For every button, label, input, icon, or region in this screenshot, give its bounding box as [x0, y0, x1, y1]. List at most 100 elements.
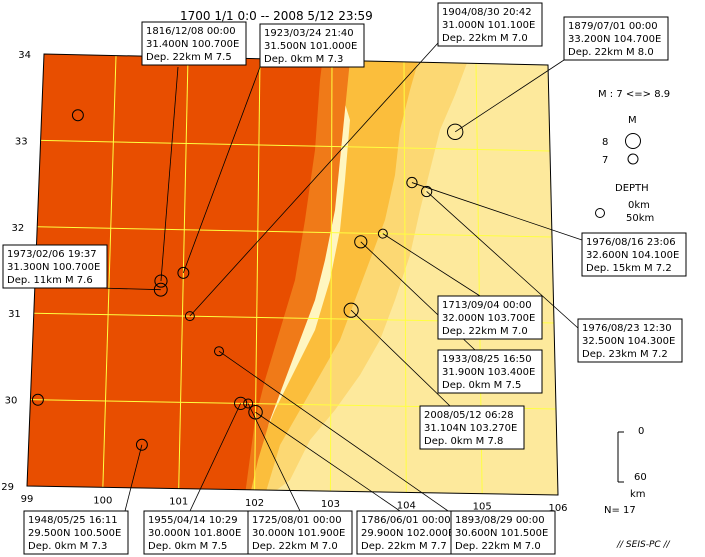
event-label-line: 31.900N 103.400E	[442, 367, 535, 378]
leader-line	[124, 444, 143, 512]
event-label-line: Dep. 22km M 8.0	[568, 47, 654, 58]
earthquake-marker[interactable]	[377, 228, 388, 239]
scale-0-label: 0	[638, 426, 644, 437]
event-label-line: Dep. 11km M 7.6	[7, 275, 93, 286]
lon-tick-label: 105	[473, 502, 492, 513]
leader-line	[189, 403, 242, 512]
event-label-line: 1933/08/25 16:50	[442, 354, 532, 365]
earthquake-marker[interactable]	[446, 123, 464, 141]
leader-line	[160, 66, 179, 282]
event-label-line: 1893/08/29 00:00	[455, 515, 545, 526]
leader-line	[255, 411, 401, 512]
lon-tick-label: 101	[169, 497, 188, 508]
earthquake-markers	[31, 109, 464, 451]
event-label-line: Dep. 22km M 7.0	[252, 541, 338, 552]
leader-lines	[98, 42, 583, 514]
leader-line	[382, 233, 481, 297]
earthquake-marker[interactable]	[71, 109, 84, 122]
event-label-line: Dep. 22km M 7.7	[361, 541, 447, 552]
leader-line	[426, 191, 579, 329]
earthquake-marker[interactable]	[243, 398, 254, 409]
lon-tick-label: 102	[245, 498, 264, 509]
depth-50-label: 50km	[626, 213, 654, 224]
lat-tick-label: 31	[8, 309, 21, 320]
event-label-line: Dep. 22km M 7.0	[455, 541, 541, 552]
earthquake-marker[interactable]	[177, 266, 190, 279]
event-label-line: 1955/04/14 10:29	[148, 515, 238, 526]
event-label-line: 29.500N 100.500E	[28, 528, 121, 539]
mag-8-circle	[625, 133, 641, 149]
lat-tick-label: 29	[1, 482, 14, 493]
earthquake-marker[interactable]	[184, 311, 195, 322]
grid-line-lon	[329, 60, 333, 492]
grid-line-lat	[37, 226, 553, 238]
lon-tick-label: 99	[21, 494, 34, 505]
lat-tick-label: 30	[5, 396, 18, 407]
earthquake-marker[interactable]	[234, 396, 248, 410]
lon-tick-label: 100	[93, 495, 112, 506]
event-label-line: 1786/06/01 00:00	[361, 515, 451, 526]
legend: M : 7 <=> 8.9 M 8 7 DEPTH 0km 50km 0 60 …	[595, 89, 670, 516]
leader-line	[350, 309, 451, 407]
event-label-line: 1948/05/25 16:11	[28, 515, 118, 526]
lon-tick-label: 104	[397, 500, 416, 511]
event-label-line: Dep. 22km M 7.5	[146, 52, 232, 63]
event-label-line: 1725/08/01 00:00	[252, 515, 342, 526]
event-label-box	[437, 295, 543, 340]
map-border	[26, 53, 559, 496]
earthquake-marker[interactable]	[135, 438, 148, 451]
leader-line	[182, 66, 261, 273]
seis-pc-credit: // SEIS-PC //	[616, 540, 671, 550]
event-label-line: 33.200N 104.700E	[568, 34, 661, 45]
leader-line	[98, 287, 161, 291]
grid-line-lat	[40, 139, 551, 152]
event-label-line: 30.000N 101.900E	[252, 528, 345, 539]
mag-7-circle	[627, 153, 639, 165]
depth-0-label: 0km	[628, 200, 650, 211]
event-label-line: 30.000N 101.800E	[148, 528, 241, 539]
event-label-line: 1976/08/16 23:06	[586, 237, 676, 248]
magnitude-title: M	[628, 115, 637, 126]
earthquake-marker[interactable]	[354, 235, 368, 249]
event-label-line: Dep. 0km M 7.5	[442, 380, 521, 391]
event-count: N= 17	[604, 505, 636, 516]
mag-7-label: 7	[602, 155, 608, 166]
event-label-line: 31.000N 101.100E	[442, 20, 535, 31]
event-label-line: Dep. 0km M 7.8	[424, 436, 503, 447]
event-label-box	[356, 510, 462, 555]
event-label-line: 32.500N 104.300E	[582, 336, 675, 347]
event-label-line: 1904/08/30 20:42	[442, 7, 532, 18]
event-label-box	[437, 2, 543, 47]
event-label-line: 32.000N 103.700E	[442, 313, 535, 324]
earthquake-marker[interactable]	[420, 185, 433, 198]
event-label-line: 1816/12/08 00:00	[146, 26, 236, 37]
event-label-line: Dep. 23km M 7.2	[582, 349, 668, 360]
earthquake-marker[interactable]	[406, 176, 418, 189]
earthquake-marker[interactable]	[248, 405, 263, 420]
event-label-line: 31.104N 103.270E	[424, 423, 517, 434]
event-label-line: 1976/08/23 12:30	[582, 323, 672, 334]
earthquake-marker[interactable]	[343, 302, 359, 318]
grid-line-lon	[102, 55, 117, 488]
event-label-box	[450, 510, 556, 555]
event-label-line: 2008/05/12 06:28	[424, 410, 514, 421]
earthquake-marker[interactable]	[153, 282, 168, 297]
latitude-tick-labels: 29 30 31 32 33 34	[1, 50, 31, 493]
scale-60-label: 60	[634, 472, 647, 483]
earthquake-marker[interactable]	[31, 393, 44, 406]
longitude-tick-labels: 99 100 101 102 103 104 105 106	[21, 494, 568, 514]
event-label-line: Dep. 15km M 7.2	[586, 263, 672, 274]
event-label-line: 1879/07/01 00:00	[568, 21, 658, 32]
earthquake-marker[interactable]	[154, 274, 168, 288]
event-label-box	[419, 405, 525, 450]
earthquake-marker[interactable]	[213, 346, 224, 357]
leader-line	[454, 59, 565, 133]
leader-line	[411, 182, 583, 241]
leader-line	[247, 403, 301, 512]
event-label-box	[259, 23, 365, 68]
event-label-line: Dep. 0km M 7.5	[148, 541, 227, 552]
event-labels: 1816/12/08 00:00 31.400N 100.700E Dep. 22k…	[2, 2, 687, 555]
event-label-line: Dep. 0km M 7.3	[28, 541, 107, 552]
event-label-box	[143, 510, 249, 555]
